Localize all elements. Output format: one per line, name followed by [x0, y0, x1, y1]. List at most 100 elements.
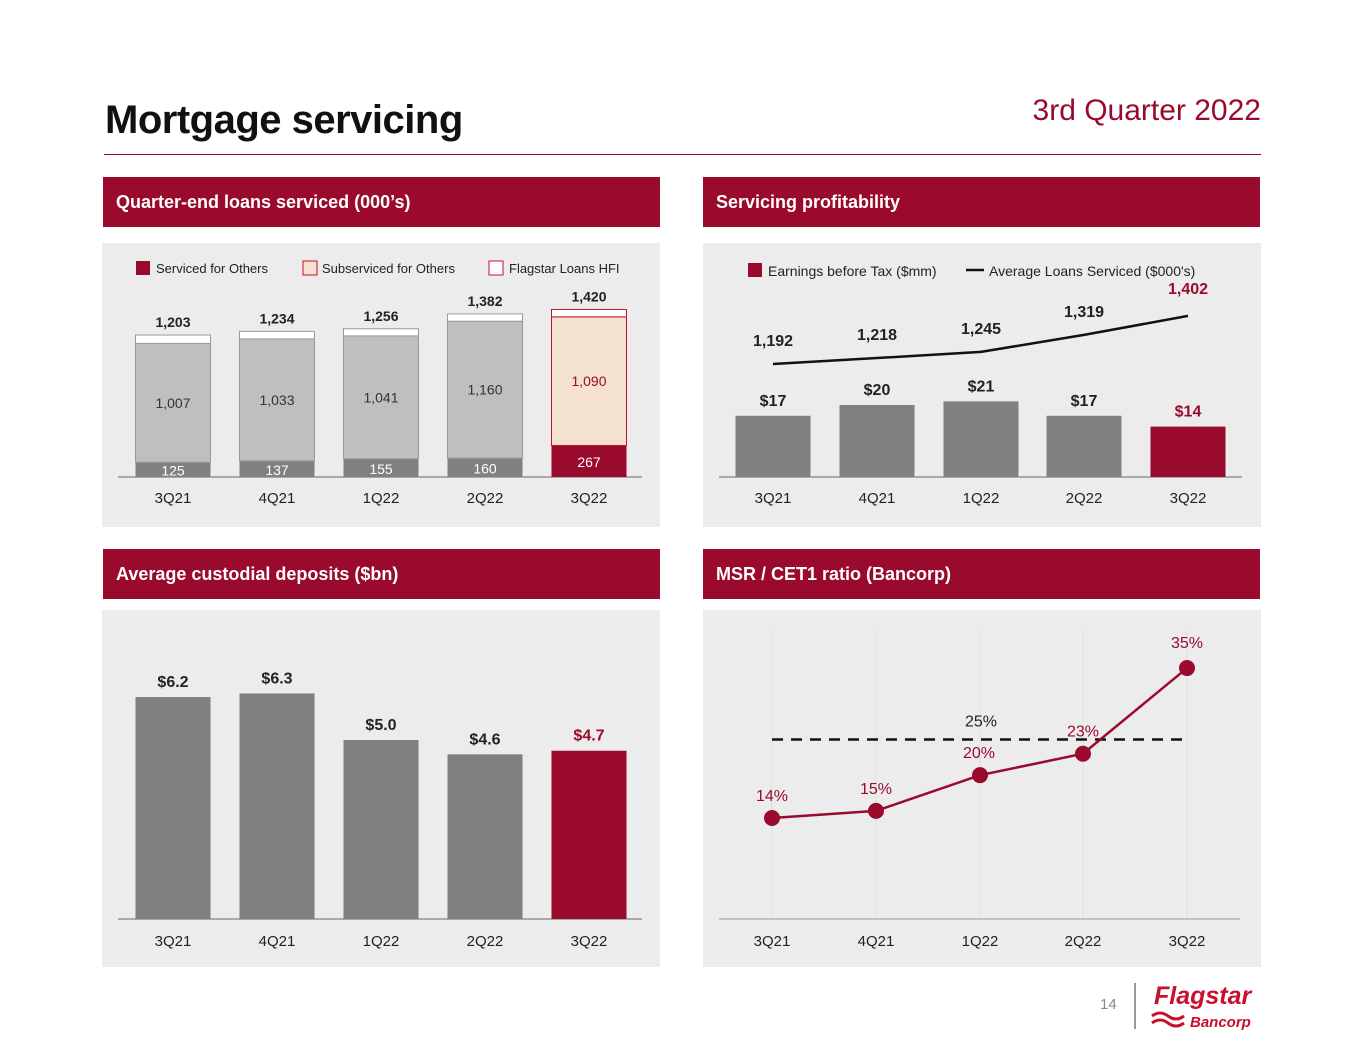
bar-earnings [839, 405, 915, 477]
bar-serviced [551, 445, 627, 477]
bar-earnings [943, 401, 1019, 477]
x-tick-label: 4Q21 [259, 933, 296, 950]
svg-text:Flagstar: Flagstar [1154, 982, 1253, 1010]
bar-deposits [551, 750, 627, 919]
bar-label: $17 [760, 393, 787, 410]
header-msr-cet1: MSR / CET1 ratio (Bancorp) [703, 549, 1260, 599]
segment-label: 155 [369, 461, 393, 477]
segment-label: 1,033 [259, 392, 294, 408]
bar-label: $20 [864, 382, 891, 399]
bar-label: $14 [1175, 404, 1202, 421]
bar-hfi [447, 313, 523, 322]
bar-label: $17 [1071, 393, 1098, 410]
bar-hfi [135, 334, 211, 344]
x-tick-label: 2Q22 [1065, 933, 1102, 950]
bar-earnings [1046, 415, 1122, 477]
svg-text:Bancorp: Bancorp [1190, 1014, 1251, 1031]
legend-swatch-earnings [748, 263, 762, 277]
title-divider [104, 154, 1261, 155]
data-point [868, 802, 884, 819]
bar-serviced [447, 458, 523, 477]
segment-label: 125 [161, 463, 185, 479]
data-point [764, 810, 780, 826]
flagstar-logo: Flagstar Bancorp [1151, 982, 1253, 1031]
data-point [972, 767, 988, 784]
x-tick-label: 1Q22 [363, 490, 400, 507]
bar-subserviced [135, 342, 211, 463]
segment-label: 160 [473, 461, 497, 477]
x-tick-label: 4Q21 [859, 490, 896, 507]
bar-earnings [735, 415, 811, 477]
bar-subserviced [239, 338, 315, 462]
line-label: 1,192 [753, 333, 793, 350]
line-label: 1,218 [857, 327, 897, 344]
total-label: 1,420 [571, 288, 606, 304]
point-label: 35% [1171, 635, 1203, 652]
segment-label: 1,041 [363, 389, 398, 405]
x-tick-label: 3Q22 [1169, 933, 1206, 950]
bar-label: $5.0 [365, 717, 396, 734]
x-tick-label: 4Q21 [858, 933, 895, 950]
header-custodial-deposits: Average custodial deposits ($bn) [103, 549, 660, 599]
total-label: 1,256 [363, 308, 398, 324]
segment-label: 1,007 [155, 395, 190, 411]
segment-label: 267 [577, 454, 601, 470]
footer-divider [1134, 983, 1136, 1029]
x-tick-label: 4Q21 [259, 490, 296, 507]
legend-label: Flagstar Loans HFI [509, 261, 620, 276]
bar-serviced [135, 462, 211, 477]
segment-label: 1,160 [467, 382, 502, 398]
bar-label: $21 [968, 378, 995, 395]
header-loans-serviced: Quarter-end loans serviced (000’s) [103, 177, 660, 227]
line-avg-loans [772, 314, 1189, 366]
bar-label: $4.7 [573, 728, 604, 745]
x-tick-label: 1Q22 [963, 490, 1000, 507]
bar-earnings [1150, 426, 1226, 477]
segment-label: 137 [265, 462, 289, 478]
line-label: 1,319 [1064, 304, 1104, 321]
bar-deposits [239, 693, 315, 919]
bar-label: $4.6 [469, 731, 500, 748]
x-tick-label: 1Q22 [363, 933, 400, 950]
period-label: 3rd Quarter 2022 [1032, 94, 1261, 127]
x-tick-label: 1Q22 [962, 933, 999, 950]
bar-serviced [239, 460, 315, 477]
legend-swatch-serviced [136, 261, 150, 275]
legend-label: Subserviced for Others [322, 261, 455, 276]
x-tick-label: 3Q22 [1170, 490, 1207, 507]
segment-label: 1,090 [571, 373, 606, 389]
bar-deposits [447, 754, 523, 919]
bar-hfi [239, 330, 315, 340]
line-label: 1,402 [1168, 281, 1208, 298]
total-label: 1,382 [467, 293, 502, 309]
bar-hfi [343, 328, 419, 337]
bar-label: $6.3 [261, 670, 292, 687]
legend-label: Earnings before Tax ($mm) [768, 263, 937, 279]
legend-label: Serviced for Others [156, 261, 268, 276]
bar-serviced [343, 458, 419, 477]
bar-hfi [551, 308, 627, 318]
point-label: 15% [860, 781, 892, 798]
page-title: Mortgage servicing [105, 98, 463, 142]
x-tick-label: 3Q21 [754, 933, 791, 950]
bar-subserviced [447, 320, 523, 459]
x-tick-label: 3Q22 [571, 490, 608, 507]
x-tick-label: 3Q21 [155, 490, 192, 507]
x-tick-label: 2Q22 [467, 490, 504, 507]
total-label: 1,203 [155, 314, 190, 330]
line-label: 1,245 [961, 321, 1001, 338]
data-point [1075, 745, 1091, 762]
legend-swatch-subserviced [302, 260, 318, 276]
page-number: 14 [1100, 996, 1117, 1013]
bar-deposits [135, 697, 211, 919]
x-tick-label: 2Q22 [467, 933, 504, 950]
panel-servicing-profitability [703, 243, 1261, 527]
total-label: 1,234 [259, 310, 294, 326]
reference-label: 25% [965, 713, 997, 730]
legend-swatch-hfi [488, 260, 504, 276]
data-point [1179, 660, 1195, 677]
x-tick-label: 3Q21 [155, 933, 192, 950]
bar-deposits [343, 740, 419, 919]
legend-label: Average Loans Serviced ($000's) [989, 263, 1195, 279]
